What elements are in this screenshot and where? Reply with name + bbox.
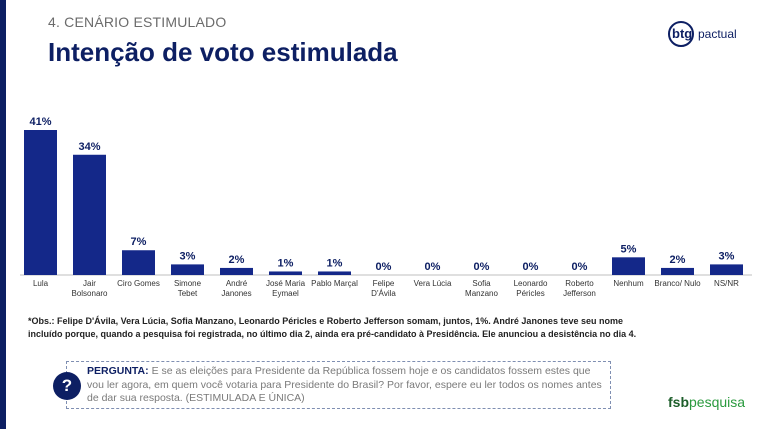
btg-pactual-logo: btg pactual: [668, 21, 746, 51]
bar: [710, 264, 743, 275]
bar: [220, 267, 253, 275]
data-label: 1%: [327, 257, 343, 269]
data-label: 0%: [376, 261, 392, 273]
data-label: 0%: [572, 261, 588, 273]
data-label: 2%: [670, 254, 686, 266]
observation-note: *Obs.: Felipe D'Ávila, Vera Lúcia, Sofia…: [28, 316, 637, 339]
bar: [24, 130, 57, 275]
data-label: 0%: [523, 261, 539, 273]
question-label: PERGUNTA:: [87, 365, 149, 377]
bar: [73, 154, 106, 275]
category-label: Nenhum: [613, 279, 644, 288]
data-label: 34%: [78, 141, 100, 153]
fsb-pesquisa-logo: fsbpesquisa: [668, 394, 745, 410]
category-label: Felipe D'Ávila: [371, 279, 396, 298]
category-label: Leonardo Péricles: [514, 279, 548, 298]
category-label: Jair Bolsonaro: [71, 279, 108, 298]
question-body: E se as eleições para Presidente da Repú…: [87, 365, 602, 404]
fsb-logo-part1: fsb: [668, 394, 689, 410]
category-label: Sofia Manzano: [465, 279, 498, 298]
category-label: André Janones: [221, 279, 251, 298]
bar: [661, 267, 694, 275]
data-label: 41%: [29, 116, 51, 128]
question-text: PERGUNTA: E se as eleições para Presiden…: [87, 365, 607, 406]
data-label: 3%: [180, 250, 196, 262]
category-label: Branco/ Nulo: [654, 279, 701, 288]
category-label: Pablo Marçal: [311, 279, 358, 288]
bar: [122, 250, 155, 275]
category-label: NS/NR: [714, 279, 739, 288]
section-label: 4. CENÁRIO ESTIMULADO: [48, 14, 227, 30]
data-label: 2%: [229, 254, 245, 266]
logo-ring-icon: [668, 21, 694, 47]
fsb-logo-part2: pesquisa: [689, 394, 746, 410]
category-label: José Maria Eymael: [266, 279, 306, 298]
bar: [612, 257, 645, 275]
question-icon: ?: [53, 372, 81, 400]
category-label: Vera Lúcia: [414, 279, 452, 288]
bar: [171, 264, 204, 275]
data-label: 0%: [425, 261, 441, 273]
data-label: 5%: [621, 243, 637, 255]
category-label: Lula: [33, 279, 49, 288]
bar: [269, 271, 302, 275]
bar: [318, 271, 351, 275]
left-accent-bar: [0, 0, 6, 429]
page-title: Intenção de voto estimulada: [48, 37, 398, 67]
logo-suffix: pactual: [698, 27, 737, 41]
logo-brand: btg: [672, 26, 693, 41]
category-label: Simone Tebet: [174, 279, 202, 298]
data-label: 7%: [131, 236, 147, 248]
data-label: 3%: [719, 250, 735, 262]
category-label: Ciro Gomes: [117, 279, 160, 288]
data-label: 1%: [278, 257, 294, 269]
category-label: Roberto Jefferson: [563, 279, 596, 298]
data-label: 0%: [474, 261, 490, 273]
vote-intention-bar-chart: 41% Lula 34% Jair Bolsonaro 7% Ciro Gomes 3% Sim…: [20, 116, 752, 298]
question-box: ? PERGUNTA: E se as eleições para Presid…: [53, 361, 611, 409]
